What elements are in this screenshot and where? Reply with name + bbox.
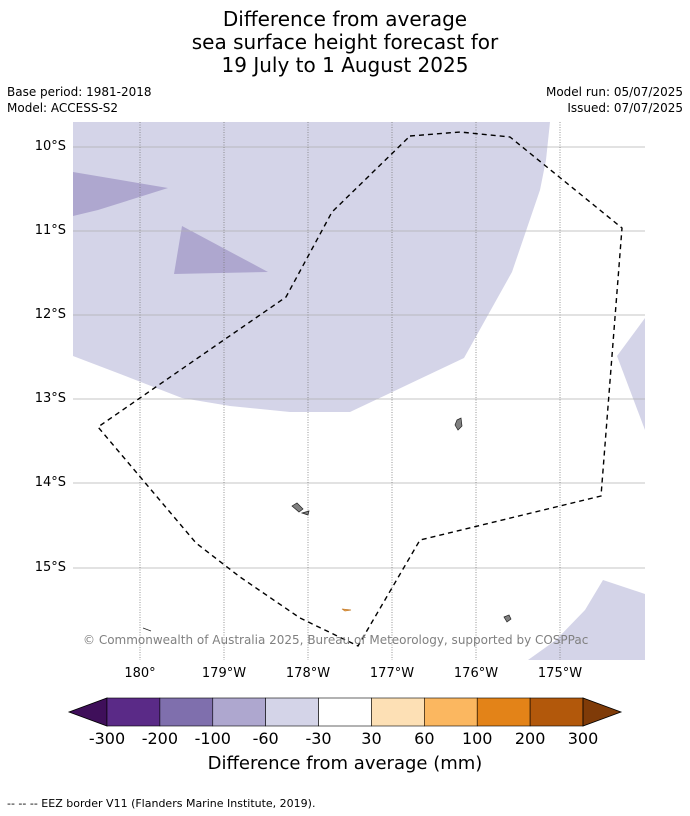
colorbar-title: Difference from average (mm) [207,753,483,774]
colorbar-tick-label: 30 [361,729,382,748]
model-name: Model: ACCESS-S2 [7,101,119,115]
colorbar-segment [212,697,266,727]
meridian-lines [139,122,561,660]
colorbar-segment [265,697,319,727]
colorbar-tick-label: 300 [567,729,599,748]
colorbar-segment [106,697,161,727]
island-2 [291,502,304,513]
colorbar-tick-label: -300 [88,729,126,748]
colorbar-segment [318,697,372,727]
colorbar [67,697,623,727]
lon-label-176w: 176°W [453,666,499,681]
warm-patch [341,608,352,612]
copyright-notice: © Commonwealth of Australia 2025, Bureau… [83,633,589,647]
colorbar-segment [371,697,425,727]
meta-left: Base period: 1981-2018 Model: ACCESS-S2 [7,84,152,116]
colorbar-tick-label: -200 [141,729,179,748]
title-line-3: 19 July to 1 August 2025 [221,53,469,77]
lon-label-179w: 179°W [201,666,247,681]
lat-label-12s: 12°S [34,307,66,322]
colorbar-tick-label: -30 [305,729,332,748]
issued-date: Issued: 07/07/2025 [567,101,683,115]
lon-label-175w: 175°W [537,666,583,681]
title-line-1: Difference from average [222,7,468,31]
colorbar-tick-label: 100 [461,729,493,748]
colorbar-segment [159,697,214,727]
colorbar-tick-label: 60 [414,729,435,748]
lat-label-15s: 15°S [34,560,66,575]
lat-label-10s: 10°S [34,139,66,154]
title-line-2: sea surface height forecast for [191,30,499,54]
anomaly-shading [73,122,645,660]
colorbar-tick-label: -60 [252,729,279,748]
colorbar-segment [529,697,584,727]
colorbar-segment [476,697,531,727]
islands [142,417,512,632]
lon-label-177w: 177°W [369,666,415,681]
chart-title: Difference from average sea surface heig… [0,8,690,77]
island-5 [142,627,152,632]
base-period: Base period: 1981-2018 [7,85,152,99]
lat-label-14s: 14°S [34,475,66,490]
island-4 [503,614,512,623]
lat-label-13s: 13°S [34,391,66,406]
meta-right: Model run: 05/07/2025 Issued: 07/07/2025 [546,84,683,116]
colorbar-tick-label: -100 [194,729,231,748]
eez-footnote: -- -- -- EEZ border V11 (Flanders Marine… [7,797,316,810]
colorbar-extend-high [582,697,623,727]
colorbar-segment [424,697,478,727]
colorbar-tick-label: 200 [514,729,546,748]
model-run: Model run: 05/07/2025 [545,85,683,99]
island-3 [300,510,310,516]
colorbar-extend-low [67,697,108,727]
lon-label-178w: 178°W [285,666,331,681]
grid-lines [73,146,645,569]
lon-label-180: 180° [124,666,156,681]
lat-label-11s: 11°S [34,223,66,238]
island-1 [454,417,463,431]
